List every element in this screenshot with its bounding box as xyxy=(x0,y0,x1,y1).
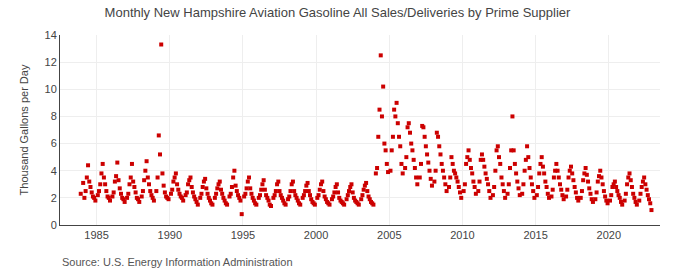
svg-text:Monthly New Hampshire Aviation: Monthly New Hampshire Aviation Gasoline … xyxy=(105,5,571,20)
svg-text:1990: 1990 xyxy=(158,229,182,241)
svg-text:1995: 1995 xyxy=(231,229,255,241)
svg-text:2010: 2010 xyxy=(450,229,474,241)
svg-text:14: 14 xyxy=(45,29,57,41)
svg-text:0: 0 xyxy=(51,219,57,231)
svg-text:2000: 2000 xyxy=(304,229,328,241)
svg-text:Source: U.S. Energy Informatio: Source: U.S. Energy Information Administ… xyxy=(62,256,293,268)
svg-text:2: 2 xyxy=(51,192,57,204)
svg-text:6: 6 xyxy=(51,137,57,149)
svg-text:Thousand Gallons per Day: Thousand Gallons per Day xyxy=(18,64,30,195)
svg-text:10: 10 xyxy=(45,83,57,95)
svg-text:2020: 2020 xyxy=(597,229,621,241)
svg-text:2005: 2005 xyxy=(377,229,401,241)
svg-text:1985: 1985 xyxy=(84,229,108,241)
svg-text:8: 8 xyxy=(51,110,57,122)
svg-text:12: 12 xyxy=(45,56,57,68)
svg-text:4: 4 xyxy=(51,165,57,177)
svg-text:2015: 2015 xyxy=(523,229,547,241)
